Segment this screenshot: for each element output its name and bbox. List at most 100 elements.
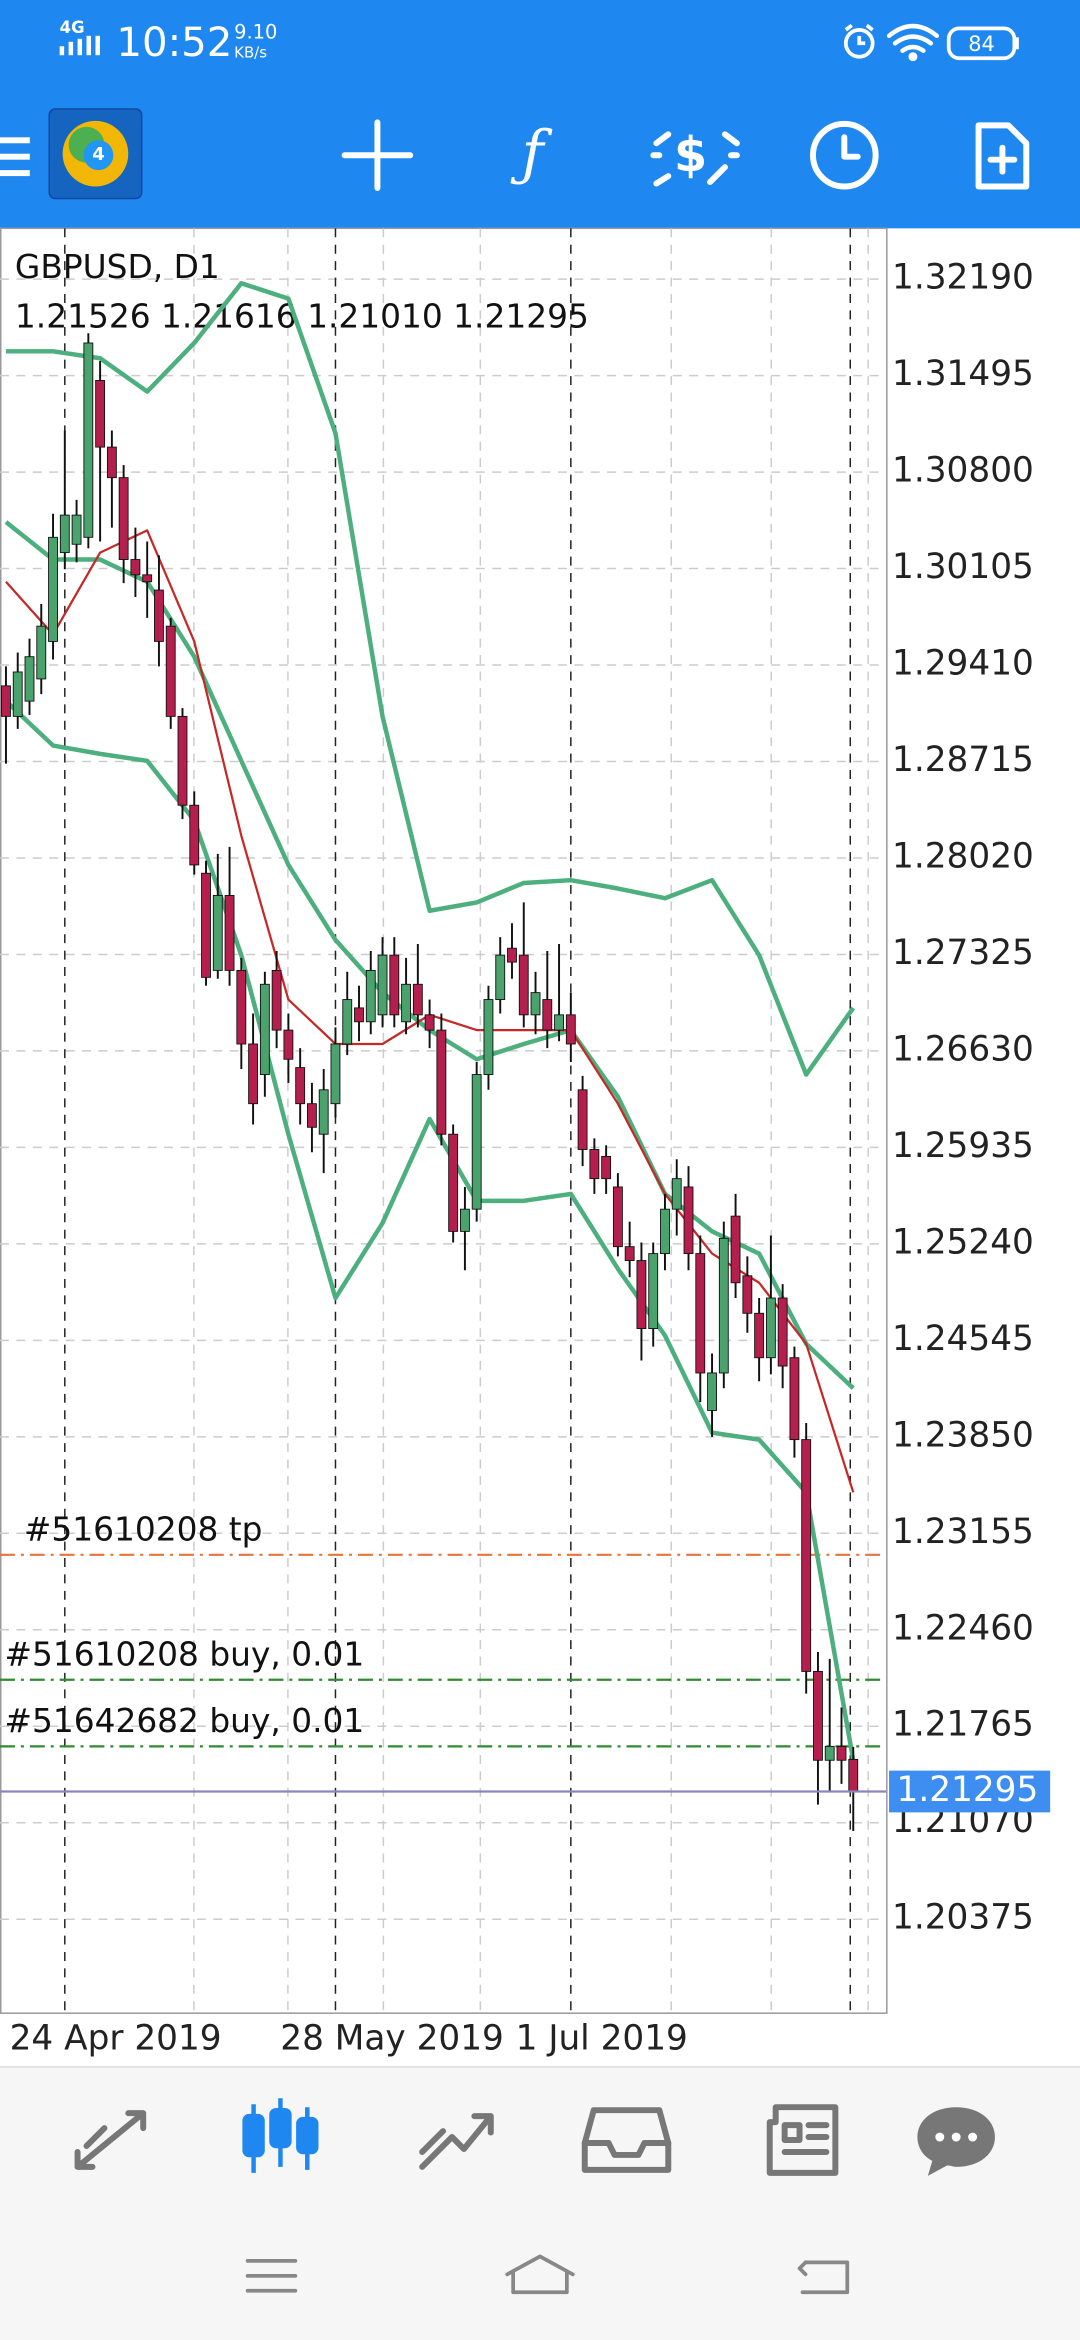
svg-text:4: 4: [92, 144, 104, 165]
candle-body: [95, 380, 106, 448]
candle-body: [412, 983, 423, 1016]
candle-body: [248, 1043, 259, 1105]
candle-body: [48, 536, 58, 642]
candle-body: [1, 685, 11, 717]
candle-body: [565, 1014, 576, 1045]
price-tag-label: 1.21295: [897, 1770, 1039, 1810]
candle-body: [507, 947, 517, 963]
candle-body: [36, 625, 47, 680]
candle-body: [189, 804, 200, 866]
candle-body: [695, 1253, 706, 1374]
y-tick-label: 1.24545: [892, 1319, 1034, 1359]
candle-body: [577, 1089, 588, 1150]
candle-body: [848, 1758, 859, 1792]
y-tick-label: 1.26630: [892, 1029, 1034, 1069]
candle-body: [718, 1237, 729, 1374]
candle-body: [271, 969, 282, 1031]
clock: 10:52: [116, 20, 232, 66]
menu-button[interactable]: [0, 137, 30, 177]
candle-body: [601, 1155, 612, 1180]
candle-body: [765, 1297, 776, 1359]
net-speed-unit: KB/s: [234, 44, 267, 62]
candle-body: [259, 983, 270, 1075]
new-order-button[interactable]: [975, 122, 1030, 190]
candle-body: [448, 1133, 459, 1232]
x-tick-label: 1 Jul 2019: [516, 2019, 688, 2059]
candle-body: [754, 1312, 765, 1359]
candle-body: [212, 895, 223, 971]
candle-body: [106, 446, 117, 479]
candle-body: [365, 969, 376, 1023]
x-tick-label: 28 May 2019: [280, 2019, 504, 2059]
system-back[interactable]: [797, 2260, 850, 2295]
candle-body: [342, 999, 353, 1045]
y-tick-label: 1.25935: [892, 1126, 1034, 1166]
order-label: #51642682 buy, 0.01: [4, 1702, 364, 1740]
candle-body: [236, 969, 247, 1045]
candle-body: [671, 1178, 682, 1210]
y-tick-label: 1.28020: [892, 836, 1034, 876]
candle-body: [542, 999, 553, 1031]
candle-body: [554, 1014, 564, 1031]
bottom-bar: [0, 2066, 1080, 2340]
y-tick-label: 1.28715: [892, 740, 1034, 780]
candle-body: [824, 1745, 835, 1761]
candle-body: [224, 895, 235, 971]
candle-body: [201, 872, 211, 978]
chart-title: GBPUSD, D1: [15, 248, 220, 286]
battery: 84: [946, 26, 1019, 61]
candle-body: [436, 1029, 447, 1135]
y-tick-label: 1.27325: [892, 933, 1034, 973]
candle-body: [530, 992, 541, 1016]
candle-body: [801, 1439, 812, 1672]
y-tick-label: 1.23155: [892, 1512, 1034, 1552]
candle-body: [624, 1246, 635, 1261]
candle-body: [389, 954, 400, 1016]
y-tick-label: 1.23850: [892, 1415, 1034, 1455]
price-tag: [889, 1770, 1051, 1813]
candle-body: [307, 1103, 317, 1128]
quotes-tab[interactable]: [74, 2110, 147, 2170]
network: 4G: [60, 18, 85, 37]
trade-button[interactable]: $: [650, 128, 740, 187]
indicator-line: [5, 281, 856, 1077]
ohlc-readout: 1.21526 1.21616 1.21010 1.21295: [15, 297, 589, 335]
candle-body: [165, 625, 176, 717]
news-tab[interactable]: [766, 2104, 839, 2176]
candle-body: [459, 1208, 470, 1232]
chart-tab[interactable]: [242, 2098, 319, 2173]
y-tick-label: 1.32190: [892, 258, 1034, 298]
system-menu[interactable]: [245, 2259, 298, 2293]
candle-body: [24, 656, 35, 702]
crosshair-button[interactable]: [341, 119, 414, 192]
candle-body: [483, 999, 494, 1075]
period-button[interactable]: [810, 120, 879, 190]
candle-body: [789, 1357, 800, 1441]
candle-body: [424, 1014, 435, 1031]
candle-body: [471, 1074, 482, 1210]
order-label: #51610208 buy, 0.01: [4, 1635, 364, 1673]
y-tick-label: 1.29410: [892, 644, 1034, 684]
net-speed: 9.10: [234, 20, 277, 43]
candle-body: [836, 1745, 847, 1761]
chart: GBPUSD, D1 1.21526 1.21616 1.21010 1.212…: [0, 227, 888, 2014]
candle-body: [283, 1029, 294, 1060]
y-tick-label: 1.25240: [892, 1222, 1034, 1262]
candle-body: [589, 1149, 600, 1180]
candle-body: [742, 1275, 753, 1314]
history-tab[interactable]: [581, 2107, 672, 2173]
system-home[interactable]: [505, 2254, 575, 2295]
candle-body: [118, 477, 129, 560]
y-tick-label: 1.20375: [892, 1898, 1034, 1938]
candle-body: [295, 1067, 306, 1105]
candle-body: [777, 1297, 788, 1367]
signal-icon: [59, 35, 100, 56]
candle-body: [730, 1215, 741, 1284]
mt4-logo[interactable]: 4: [48, 108, 143, 200]
trade-tab[interactable]: [419, 2113, 494, 2170]
candle-body: [377, 954, 388, 1016]
chat-tab[interactable]: [917, 2107, 995, 2176]
candle-body: [518, 954, 529, 1016]
candle-body: [813, 1670, 823, 1761]
